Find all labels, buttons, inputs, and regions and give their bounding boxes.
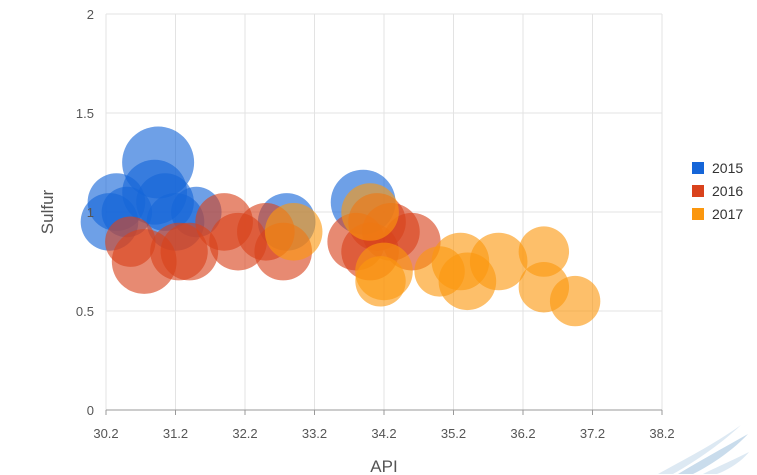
x-tick-label: 30.2 (93, 426, 118, 441)
bubble-2017[interactable] (549, 275, 601, 327)
legend-swatch-2015 (692, 162, 704, 174)
x-axis-title: API (370, 457, 397, 475)
bubble-2017[interactable] (518, 226, 570, 277)
x-tick-label: 31.2 (163, 426, 188, 441)
bubble-2017[interactable] (341, 183, 399, 241)
legend-swatch-2016 (692, 185, 704, 197)
x-tick-label: 36.2 (510, 426, 535, 441)
y-tick-label: 1 (87, 205, 94, 220)
x-tick-label: 32.2 (232, 426, 257, 441)
bubble-2017[interactable] (469, 232, 528, 291)
bubble-2017[interactable] (264, 203, 323, 261)
legend: 2015 2016 2017 (692, 160, 743, 222)
x-tick-label: 38.2 (649, 426, 674, 441)
y-tick-label: 0.5 (76, 304, 94, 319)
x-tick-label: 37.2 (580, 426, 605, 441)
y-axis-ticks: 0 0.5 1 1.5 2 (76, 7, 94, 418)
y-tick-label: 2 (87, 7, 94, 22)
x-tick-label: 33.2 (302, 426, 327, 441)
y-tick-label: 1.5 (76, 106, 94, 121)
y-axis-title: Sulfur (38, 189, 57, 234)
y-tick-label: 0 (87, 403, 94, 418)
x-tick-label: 34.2 (371, 426, 396, 441)
bubbles-layer (80, 126, 601, 327)
bubble-2017[interactable] (355, 242, 413, 301)
legend-label-2017[interactable]: 2017 (712, 206, 743, 222)
x-axis-ticks: 30.2 31.2 32.2 33.2 34.2 35.2 36.2 37.2 38.2 (93, 410, 675, 441)
x-tick-label: 35.2 (441, 426, 466, 441)
legend-label-2015[interactable]: 2015 (712, 160, 743, 176)
legend-label-2016[interactable]: 2016 (712, 183, 743, 199)
legend-swatch-2017 (692, 208, 704, 220)
sailboat-logo-icon (658, 425, 749, 474)
